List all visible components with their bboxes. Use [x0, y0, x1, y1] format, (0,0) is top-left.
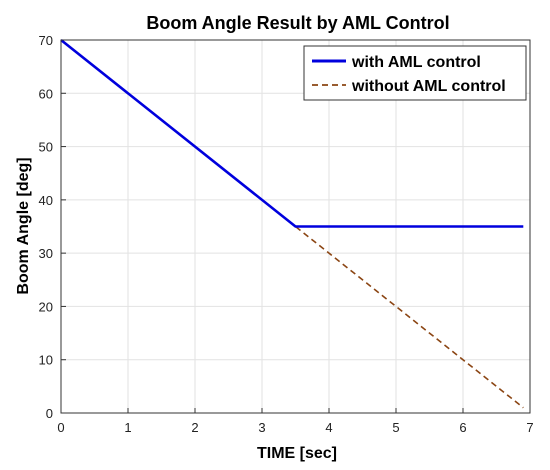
- x-tick-label: 7: [526, 420, 533, 435]
- plot-border: [60, 39, 531, 414]
- series-line-0: [60, 38, 524, 228]
- chart-title: Boom Angle Result by AML Control: [146, 13, 449, 33]
- x-tick-label: 1: [124, 420, 131, 435]
- x-axis-label: TIME [sec]: [257, 445, 337, 462]
- x-tick-label: 6: [459, 420, 466, 435]
- y-tick-label: 70: [39, 33, 53, 48]
- x-tick-label: 2: [191, 420, 198, 435]
- legend-label-0: with AML control: [351, 54, 481, 71]
- x-tick-label: 0: [57, 420, 64, 435]
- y-tick-label: 60: [39, 86, 53, 101]
- y-tick-label: 0: [46, 406, 53, 421]
- series-layer: [60, 38, 524, 409]
- y-axis-label: Boom Angle [deg]: [15, 157, 32, 294]
- x-tick-label: 5: [392, 420, 399, 435]
- x-tick-label: 4: [325, 420, 332, 435]
- legend: with AML control without AML control: [303, 45, 527, 101]
- legend-label-1: without AML control: [351, 78, 506, 95]
- y-tick-label: 40: [39, 193, 53, 208]
- y-tick-label: 20: [39, 299, 53, 314]
- y-tick-label: 10: [39, 353, 53, 368]
- y-tick-label: 30: [39, 246, 53, 261]
- y-tick-label: 50: [39, 140, 53, 155]
- legend-box: [303, 45, 527, 101]
- x-tick-label: 3: [258, 420, 265, 435]
